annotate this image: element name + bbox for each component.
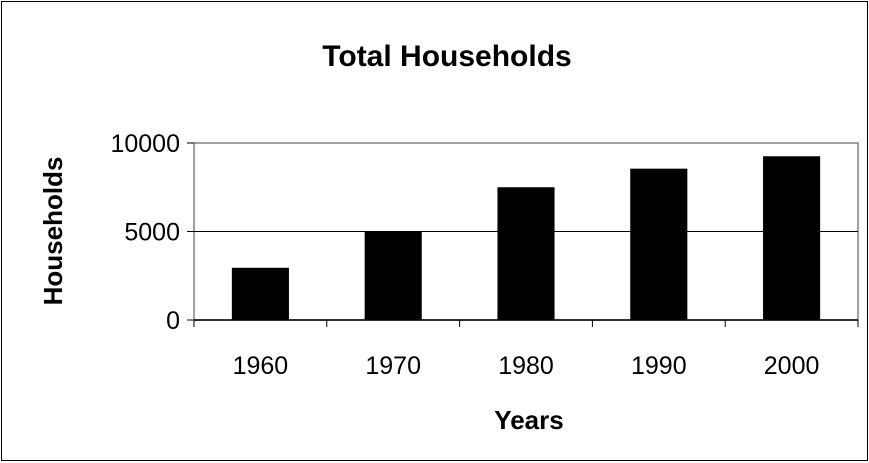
plot-area: 0 5000 10000 1960 1970 1980 1990 2000 xyxy=(110,130,859,380)
x-tick-label: 1990 xyxy=(631,352,687,380)
x-tick-label: 2000 xyxy=(764,352,820,380)
x-axis-label: Years xyxy=(494,405,563,435)
bar-1980 xyxy=(497,187,555,320)
y-tick-label: 5000 xyxy=(124,219,180,247)
bar-1970 xyxy=(364,231,422,320)
x-tick-label: 1970 xyxy=(365,352,421,380)
chart-title: Total Households xyxy=(322,40,571,73)
bar-1990 xyxy=(630,168,688,320)
bar-2000 xyxy=(763,156,821,320)
bar-1960 xyxy=(231,267,289,320)
y-tick-label: 0 xyxy=(166,307,180,335)
x-tick-label: 1980 xyxy=(498,352,554,380)
y-tick-label: 10000 xyxy=(110,130,180,158)
y-axis-label: Households xyxy=(38,157,68,306)
x-tick-label: 1960 xyxy=(233,352,289,380)
